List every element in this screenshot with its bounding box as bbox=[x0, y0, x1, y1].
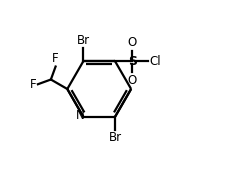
Text: N: N bbox=[75, 109, 84, 122]
Text: F: F bbox=[30, 78, 36, 91]
Text: O: O bbox=[127, 74, 136, 87]
Text: O: O bbox=[127, 36, 136, 49]
Text: S: S bbox=[127, 55, 136, 68]
Text: Br: Br bbox=[76, 34, 89, 47]
Text: Cl: Cl bbox=[149, 55, 161, 68]
Text: F: F bbox=[52, 52, 59, 65]
Text: Br: Br bbox=[108, 131, 121, 144]
